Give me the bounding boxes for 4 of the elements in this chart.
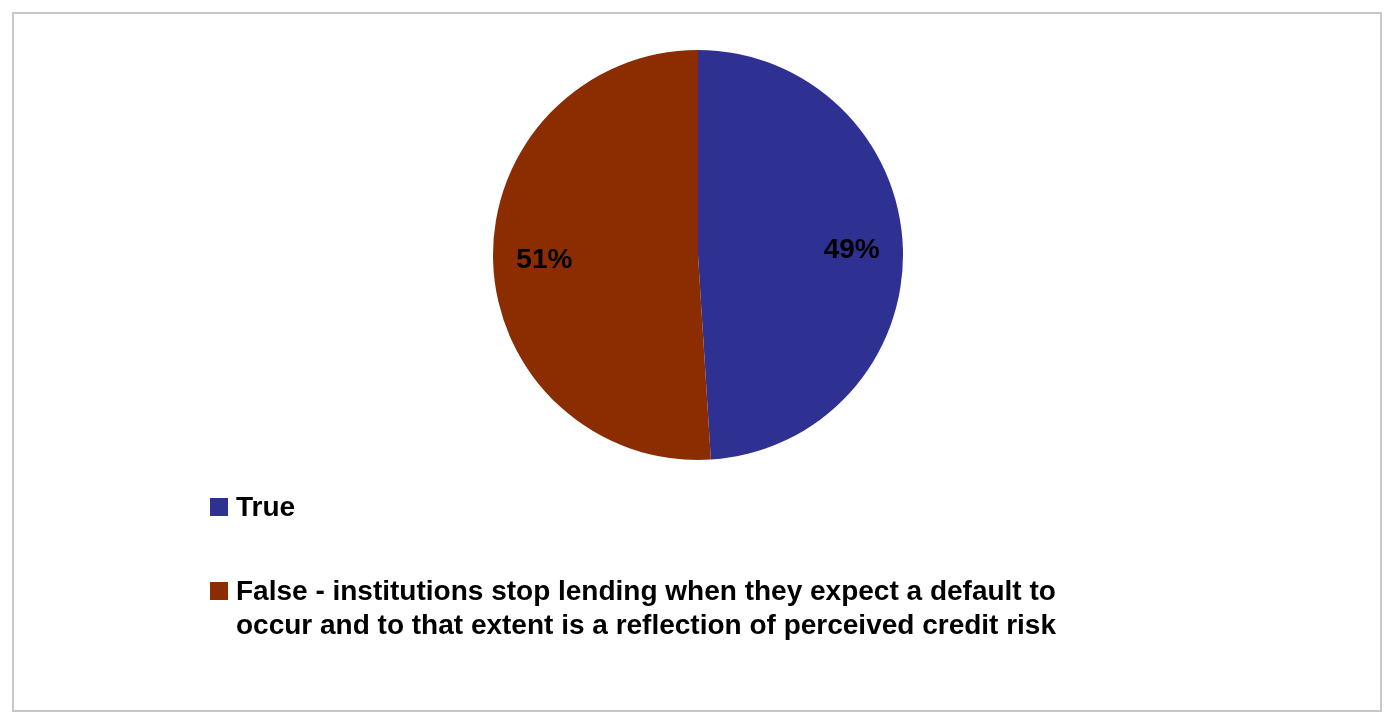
data-label: 51% [516, 242, 573, 274]
legend-label: False - institutions stop lending when they expect a default to occur and to that extent is a reflection of perceived credit risk [236, 574, 1057, 642]
data-label: 49% [823, 232, 880, 264]
legend-label: True [236, 490, 296, 524]
